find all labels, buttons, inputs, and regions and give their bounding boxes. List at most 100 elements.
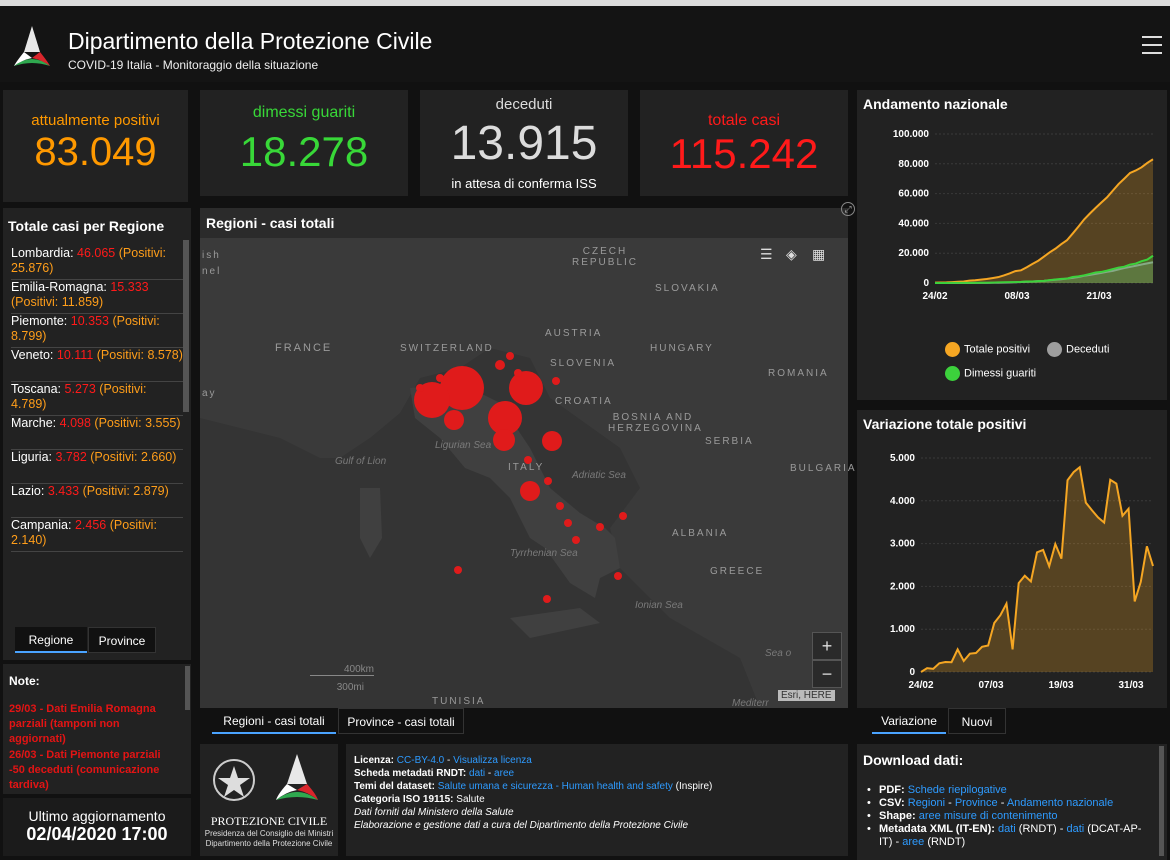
region-item[interactable]: Toscana: 5.273 (Positivi: 4.789) (11, 382, 183, 416)
region-item[interactable]: Marche: 4.098 (Positivi: 3.555) (11, 416, 183, 450)
regions-panel: Totale casi per Regione Lombardia: 46.06… (3, 208, 191, 660)
republic-emblem-icon (213, 759, 255, 801)
regions-title: Totale casi per Regione (8, 218, 165, 234)
series-line[interactable] (935, 254, 1154, 284)
map-bubble[interactable] (520, 481, 540, 501)
map-label-tunisia: TUNISIA (432, 696, 486, 707)
tab-province-casi-totali[interactable]: Province - casi totali (338, 708, 464, 734)
xml-aree-link[interactable]: aree (902, 836, 925, 848)
layers-icon[interactable]: ◈ (786, 246, 797, 262)
xml-dati-dcat-link[interactable]: dati (1066, 823, 1085, 835)
legend-dot-icon (1047, 342, 1062, 357)
map-bubble[interactable] (495, 360, 505, 370)
protezione-name: PROTEZIONE CIVILE (210, 814, 328, 828)
view-license-link[interactable]: Visualizza licenza (453, 755, 532, 766)
region-item[interactable]: Veneto: 10.111 (Positivi: 8.578) (11, 348, 183, 382)
zoom-in-button[interactable]: + (812, 632, 842, 660)
tab-regione[interactable]: Regione (15, 627, 87, 653)
stat-value: 18.278 (239, 128, 369, 175)
y-tick-label: 20.000 (898, 248, 929, 259)
page-subtitle: COVID-19 Italia - Monitoraggio della sit… (68, 58, 319, 72)
map-bubble[interactable] (619, 512, 627, 520)
map-label-adriatic: Adriatic Sea (572, 470, 626, 481)
map-bubble[interactable] (514, 369, 522, 377)
map-attribution[interactable]: Esri, HERE (778, 690, 835, 701)
rndt-aree-link[interactable]: aree (494, 768, 515, 779)
map-bubble[interactable] (543, 595, 551, 603)
map-label-mediterr: Mediterr (732, 698, 769, 709)
themes-tail: (Inspire) (675, 781, 713, 792)
themes-link[interactable]: Salute umana e sicurezza - Human health … (437, 781, 673, 792)
last-update-value: 02/04/2020 17:00 (26, 824, 168, 844)
region-item[interactable]: Lombardia: 46.065 (Positivi: 25.876) (11, 246, 183, 280)
series-line[interactable] (920, 465, 1154, 673)
map-label-romania: ROMANIA (768, 368, 829, 379)
cc-license-link[interactable]: CC-BY-4.0 (396, 755, 445, 766)
pdf-link[interactable]: Schede riepilogative (907, 784, 1007, 796)
region-item[interactable]: Emilia-Romagna: 15.333 (Positivi: 11.859… (11, 280, 183, 314)
csv-province-link[interactable]: Province (954, 797, 998, 809)
map-label-ish: ish (202, 250, 221, 261)
hamburger-menu-icon[interactable] (1142, 36, 1162, 54)
legend-list-icon[interactable]: ☰ (760, 246, 773, 262)
map-bubble[interactable] (552, 377, 560, 385)
region-positivi: (Positivi: 2.140) (11, 518, 157, 547)
xml-dati-rndt-link[interactable]: dati (997, 823, 1016, 835)
themes-label: Temi del dataset: (354, 781, 435, 792)
csv-regioni-link[interactable]: Regioni (907, 797, 946, 809)
tab-nuovi[interactable]: Nuovi (948, 708, 1006, 734)
variation-chart: 0 1.000 2.000 3.000 4.000 5.000 24/02 07/03 19/0… (890, 453, 1154, 691)
zoom-out-button[interactable]: − (812, 660, 842, 688)
region-total: 3.782 (55, 450, 87, 464)
rndt-dati-link[interactable]: dati (469, 768, 486, 779)
stat-label: totale casi (707, 112, 781, 129)
map-bubble[interactable] (524, 456, 532, 464)
shape-link[interactable]: aree misure di contenimento (918, 810, 1058, 822)
legend-deceduti[interactable]: Deceduti (1047, 342, 1109, 357)
map-bubble[interactable] (572, 536, 580, 544)
region-name: Campania: (11, 518, 72, 532)
stat-value: 13.915 (450, 117, 598, 170)
tab-province[interactable]: Province (88, 627, 156, 653)
stat-card-guariti: dimessi guariti 18.278 (200, 90, 408, 196)
map-bubble[interactable] (416, 384, 424, 392)
fullscreen-icon[interactable]: ⤢ (841, 202, 855, 216)
download-scrollbar[interactable] (1159, 746, 1164, 856)
stat-note: in attesa di conferma ISS (451, 176, 597, 191)
notes-scrollbar[interactable] (185, 666, 190, 710)
tab-variazione[interactable]: Variazione (872, 708, 946, 734)
map-canvas[interactable] (200, 238, 848, 708)
map-bubble[interactable] (509, 371, 543, 405)
map-bubble[interactable] (614, 572, 622, 580)
map-bubble[interactable] (544, 477, 552, 485)
region-item[interactable]: Liguria: 3.782 (Positivi: 2.660) (11, 450, 183, 484)
x-tick-label: 21/03 (1086, 291, 1111, 302)
map-bubble[interactable] (444, 410, 464, 430)
variation-panel: Variazione totale positivi 0 1.000 2.000 3.… (857, 410, 1167, 708)
map-bubble[interactable] (556, 502, 564, 510)
series-line[interactable] (934, 158, 1154, 284)
region-positivi: (Positivi: 11.859) (11, 295, 104, 309)
y-tick-label: 100.000 (893, 129, 930, 140)
legend-totale-positivi[interactable]: Totale positivi (945, 342, 1030, 357)
csv-nazionale-link[interactable]: Andamento nazionale (1006, 797, 1114, 809)
region-item[interactable]: Piemonte: 10.353 (Positivi: 8.799) (11, 314, 183, 348)
region-item[interactable]: Lazio: 3.433 (Positivi: 2.879) (11, 484, 183, 518)
map-bubble[interactable] (493, 429, 515, 451)
regions-scrollbar[interactable] (183, 240, 189, 412)
map-bubble[interactable] (596, 523, 604, 531)
map-label-ligurian: Ligurian Sea (435, 440, 492, 451)
map-bubble[interactable] (564, 519, 572, 527)
region-item[interactable]: Campania: 2.456 (Positivi: 2.140) (11, 518, 183, 552)
map-bubble[interactable] (454, 566, 462, 574)
legend-dimessi-guariti[interactable]: Dimessi guariti (945, 366, 1036, 381)
basemap-gallery-icon[interactable]: ▦ (812, 246, 826, 262)
map-label-hungary: HUNGARY (650, 343, 714, 354)
map-label-greece: GREECE (710, 566, 765, 577)
tab-regioni-casi-totali[interactable]: Regioni - casi totali (212, 708, 336, 734)
map-bubble[interactable] (542, 431, 562, 451)
region-positivi: (Positivi: 8.799) (11, 314, 160, 343)
map-bubble[interactable] (436, 374, 444, 382)
stat-card-positivi: attualmente positivi 83.049 (3, 90, 188, 202)
map-bubble[interactable] (506, 352, 514, 360)
